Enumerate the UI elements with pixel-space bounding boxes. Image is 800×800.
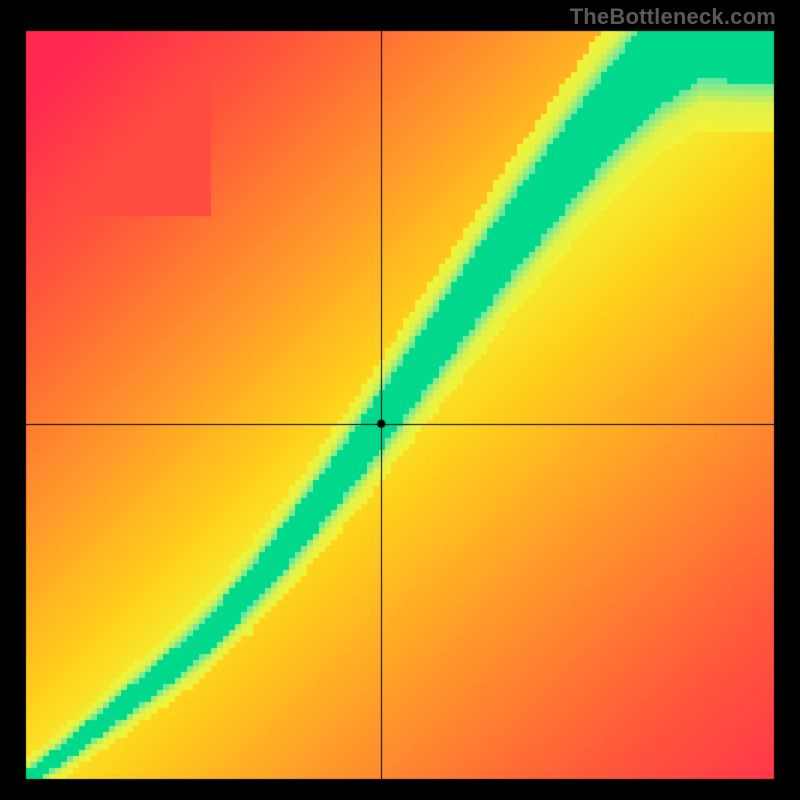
chart-container: TheBottleneck.com bbox=[0, 0, 800, 800]
watermark-label: TheBottleneck.com bbox=[570, 4, 776, 30]
bottleneck-heatmap bbox=[0, 0, 800, 800]
